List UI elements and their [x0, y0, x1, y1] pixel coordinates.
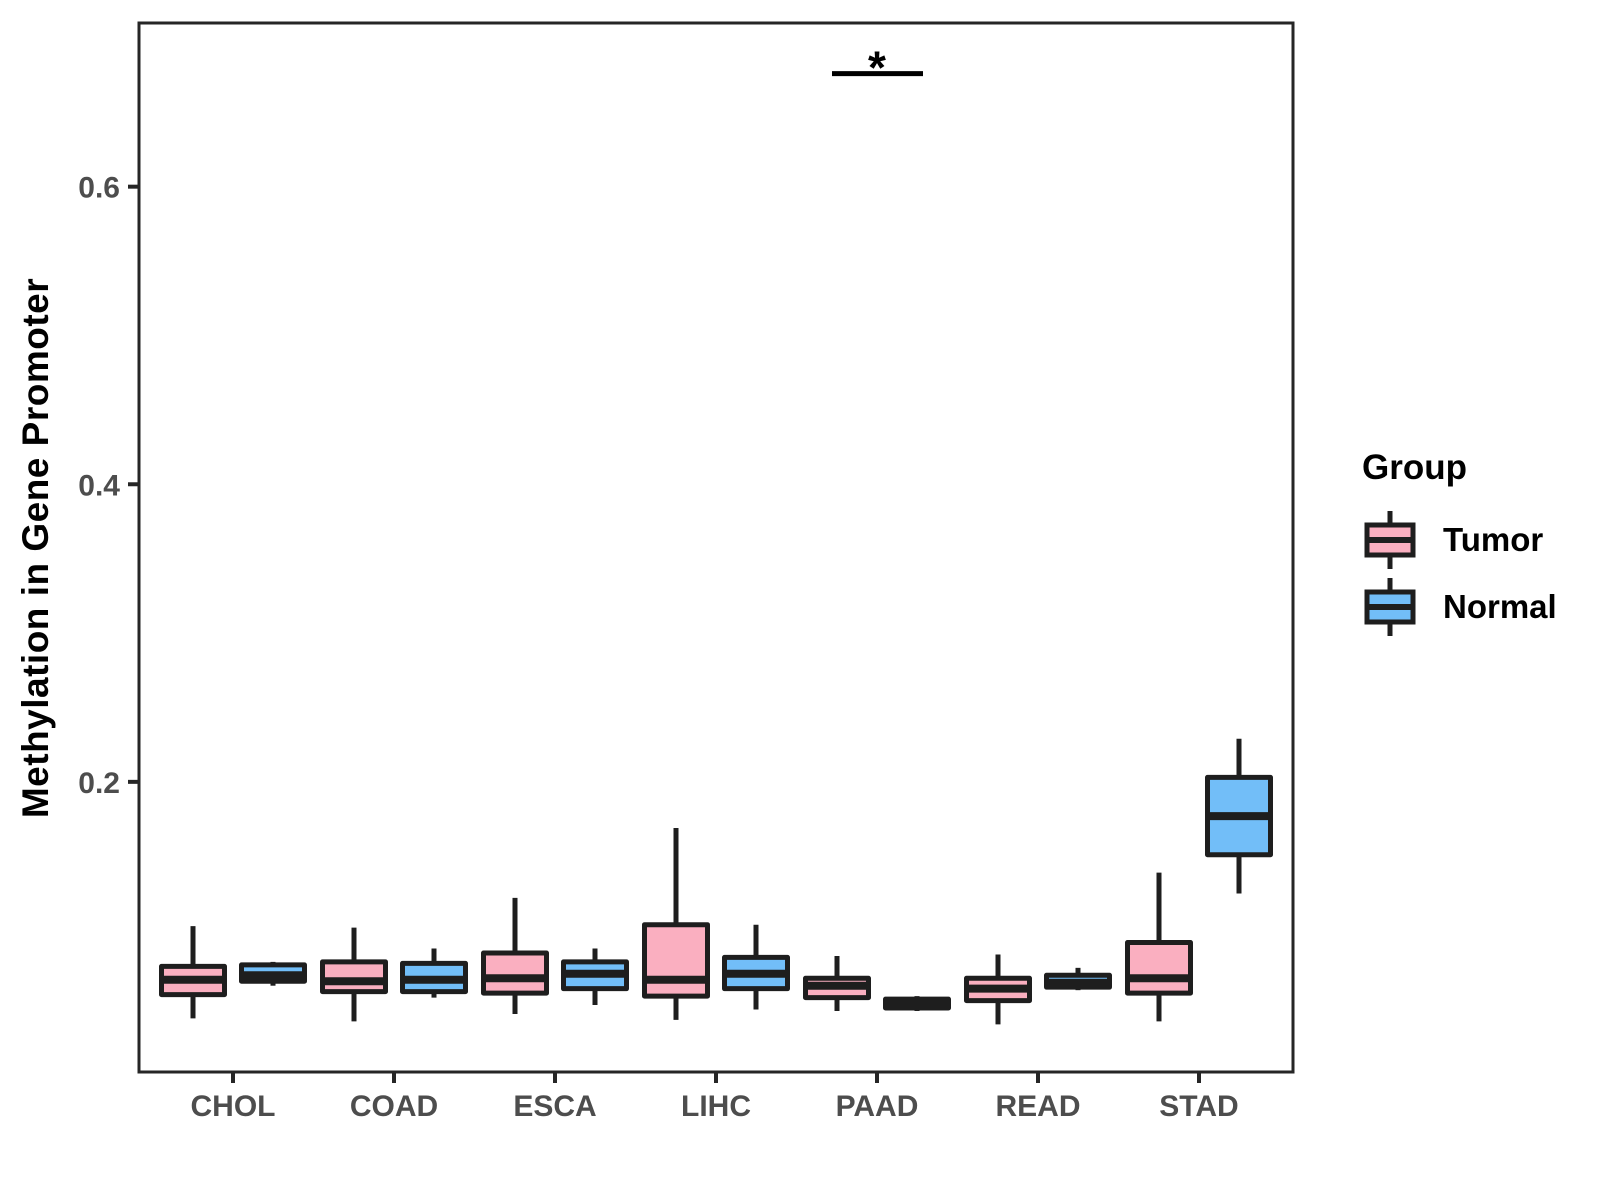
legend-item-tumor: Tumor — [1362, 506, 1592, 573]
x-tick-label: STAD — [1159, 1090, 1238, 1123]
x-tick-label: READ — [995, 1090, 1080, 1123]
x-tick-label: CHOL — [191, 1090, 276, 1123]
normal-boxplot-swatch-icon — [1364, 577, 1416, 636]
x-tick-label: PAAD — [836, 1090, 919, 1123]
box-tumor-coad — [320, 959, 388, 995]
box-tumor-esca — [481, 950, 549, 996]
panel-border — [137, 21, 1295, 1074]
legend-label-normal: Normal — [1443, 587, 1557, 625]
y-tick-label: 0.4 — [78, 469, 120, 502]
tumor-boxplot-swatch-icon — [1364, 510, 1416, 569]
box-tumor-lihc — [642, 922, 710, 999]
legend-item-normal: Normal — [1362, 573, 1592, 640]
y-axis-title: Methylation in Gene Promoter — [15, 277, 56, 819]
x-tick-label: COAD — [350, 1090, 438, 1123]
legend-title: Group — [1362, 448, 1467, 487]
legend-label-tumor: Tumor — [1443, 520, 1544, 558]
box-tumor-stad — [1125, 940, 1193, 996]
x-tick-label: ESCA — [513, 1090, 596, 1123]
significance-star-paad: * — [868, 42, 886, 94]
x-tick-label: LIHC — [681, 1090, 751, 1123]
legend: Group Tumor Normal — [1362, 448, 1592, 640]
y-tick-label: 0.2 — [78, 767, 120, 800]
y-tick-label: 0.6 — [78, 172, 120, 205]
